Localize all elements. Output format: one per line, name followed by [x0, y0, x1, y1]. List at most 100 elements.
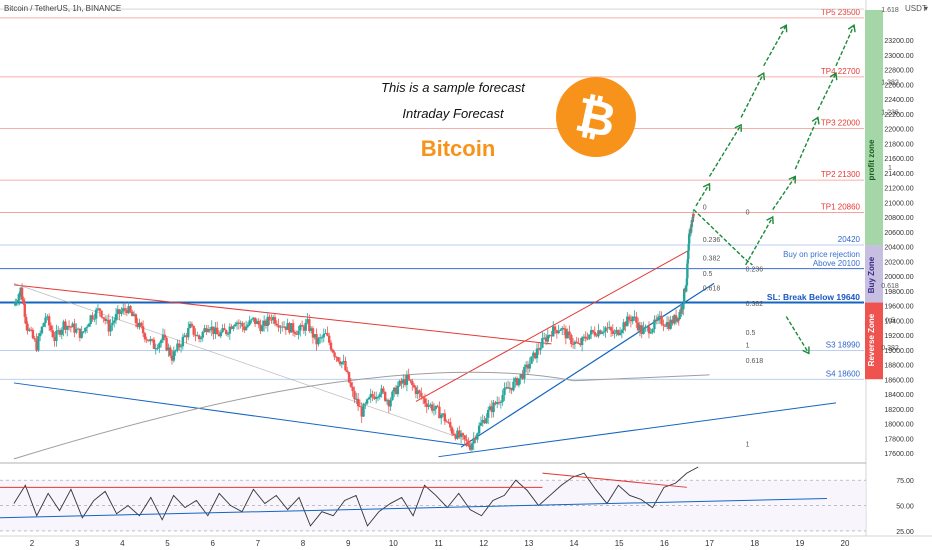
candle-body — [203, 328, 206, 333]
candle-body — [622, 322, 625, 331]
candle-body — [606, 327, 609, 329]
candle-body — [212, 326, 215, 335]
forecast-arrow-head — [702, 182, 711, 191]
candle-body — [541, 338, 544, 348]
candle-body — [463, 435, 466, 440]
descending-resistance-line — [13, 284, 552, 345]
price-tick-label: 23200.00 — [884, 38, 913, 45]
buy-above-text: Above 20100 — [813, 259, 861, 268]
main-panel-background — [0, 0, 866, 463]
candle-body — [270, 319, 273, 321]
candle-body — [141, 326, 145, 334]
candle-body — [105, 319, 109, 321]
candle-body — [568, 331, 571, 336]
candle-body — [506, 387, 510, 389]
candle-body — [111, 322, 114, 325]
candle-body — [608, 327, 611, 329]
candle-body — [470, 443, 474, 450]
candle-body — [405, 374, 409, 385]
fib-label: 0.382 — [746, 301, 764, 308]
candle-body — [241, 322, 244, 327]
price-tick-label: 20000.00 — [884, 274, 913, 281]
candle-body — [501, 394, 504, 402]
candle-body — [635, 316, 638, 323]
candle-body — [443, 413, 447, 422]
candle-body — [64, 321, 67, 330]
candle-body — [412, 385, 416, 388]
candle-body — [257, 320, 260, 325]
price-tick-label: 19000.00 — [884, 348, 913, 355]
candle-body — [591, 330, 595, 332]
candle-body — [626, 316, 629, 327]
candle-body — [46, 316, 49, 318]
price-tick-label: 19800.00 — [884, 289, 913, 296]
candle-body — [557, 331, 560, 334]
candle-body — [337, 357, 340, 362]
forecast-arrow — [835, 24, 855, 67]
forecast-arrow — [763, 24, 787, 67]
candle-body — [53, 336, 56, 342]
price-tick-label: 21000.00 — [884, 200, 913, 207]
candle-body — [290, 323, 293, 333]
candle-body — [87, 324, 91, 327]
price-tick-label: 22800.00 — [884, 68, 913, 75]
buy-zone-block — [865, 245, 883, 303]
candle-body — [259, 324, 262, 332]
fib-label: 0.618 — [746, 358, 764, 365]
time-tick-label: 20 — [841, 539, 850, 548]
candle-body — [264, 320, 268, 327]
candle-body — [369, 394, 372, 398]
time-tick-label: 7 — [256, 539, 261, 548]
currency-dropdown-icon[interactable]: ▾ — [924, 4, 928, 13]
candle-body — [18, 293, 21, 301]
candle-body — [266, 316, 269, 327]
candle-body — [613, 332, 616, 334]
candle-body — [23, 303, 26, 317]
time-tick-label: 8 — [301, 539, 306, 548]
descending-support-line — [13, 382, 471, 447]
gray-trend-line — [13, 283, 462, 439]
candle-body — [430, 404, 434, 411]
candle-body — [150, 339, 154, 341]
candle-body — [640, 325, 643, 334]
sample-forecast-text: This is a sample forecast — [381, 80, 526, 95]
candle-body — [497, 402, 501, 404]
forecast-arrow-head — [766, 215, 774, 225]
candle-body — [300, 325, 304, 327]
candle-body — [584, 336, 587, 339]
candle-body — [217, 334, 221, 337]
candle-body — [93, 318, 96, 320]
candle-body — [24, 316, 28, 324]
candle-body — [382, 388, 385, 393]
candle-body — [553, 326, 557, 331]
candle-body — [409, 379, 412, 382]
candle-body — [692, 213, 695, 218]
candle-body — [58, 330, 62, 335]
candle-body — [51, 330, 54, 337]
candle-body — [206, 329, 210, 333]
price-tick-label: 21200.00 — [884, 186, 913, 193]
candle-body — [411, 381, 414, 386]
candle-body — [262, 320, 266, 326]
price-tick-label: 20200.00 — [884, 259, 913, 266]
candle-body — [281, 326, 284, 328]
currency-label: USDT — [905, 4, 927, 13]
candle-body — [29, 329, 33, 331]
candle-body — [571, 343, 575, 345]
candle-body — [517, 378, 521, 386]
candle-body — [96, 308, 100, 310]
candle-body — [514, 378, 517, 382]
candle-body — [450, 427, 454, 434]
candle-body — [595, 335, 598, 337]
candle-body — [416, 390, 419, 395]
candle-body — [685, 278, 689, 286]
candle-body — [38, 333, 42, 337]
candle-body — [42, 322, 45, 327]
candle-body — [505, 387, 508, 389]
candle-body — [682, 303, 685, 310]
candle-body — [575, 341, 578, 343]
candle-body — [315, 334, 318, 345]
candle-body — [118, 309, 121, 314]
candle-body — [436, 405, 439, 407]
